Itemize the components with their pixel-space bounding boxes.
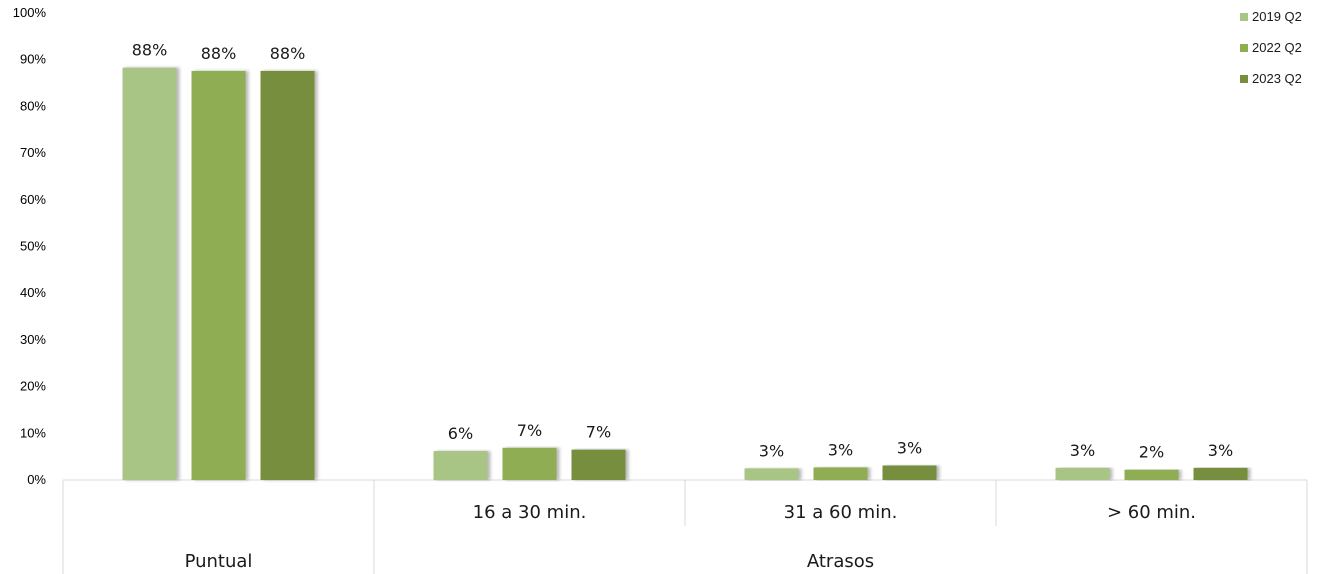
- data-label: 3%: [1208, 441, 1233, 460]
- data-label: 88%: [201, 44, 237, 63]
- bar-2019-q2: [122, 67, 177, 480]
- bar-2022-q2: [1124, 469, 1179, 480]
- data-label: 88%: [270, 44, 306, 63]
- category-label: 31 a 60 min.: [784, 502, 898, 523]
- bar-2023-q2: [260, 70, 315, 481]
- data-label: 7%: [586, 423, 611, 442]
- category-label: 16 a 30 min.: [473, 502, 587, 523]
- legend-swatch: [1240, 13, 1248, 21]
- y-tick-label: 30%: [20, 332, 46, 347]
- group-label: Puntual: [185, 551, 253, 572]
- legend-label: 2023 Q2: [1252, 71, 1302, 86]
- y-tick-label: 50%: [20, 239, 46, 254]
- bar-2019-q2: [744, 468, 799, 480]
- y-tick-label: 60%: [20, 192, 46, 207]
- group-label: Atrasos: [807, 551, 874, 572]
- bar-2019-q2: [1055, 467, 1110, 480]
- legend-label: 2022 Q2: [1252, 40, 1302, 55]
- data-label: 3%: [759, 441, 784, 460]
- bar-2023-q2: [1193, 467, 1248, 480]
- data-label: 3%: [897, 439, 922, 458]
- y-tick-label: 80%: [20, 98, 46, 113]
- data-label: 3%: [1070, 441, 1095, 460]
- data-label: 88%: [132, 41, 168, 60]
- category-label: > 60 min.: [1107, 502, 1196, 523]
- y-tick-label: 70%: [20, 145, 46, 160]
- y-tick-label: 10%: [20, 425, 46, 440]
- y-tick-label: 40%: [20, 285, 46, 300]
- y-tick-label: 90%: [20, 52, 46, 67]
- y-tick-label: 20%: [20, 379, 46, 394]
- bar-2022-q2: [502, 447, 557, 480]
- legend-swatch: [1240, 75, 1248, 83]
- bar-2019-q2: [433, 451, 488, 480]
- y-tick-label: 0%: [27, 472, 46, 487]
- y-tick-label: 100%: [13, 5, 47, 20]
- data-label: 3%: [828, 440, 853, 459]
- data-label: 6%: [448, 424, 473, 443]
- data-label: 2%: [1139, 443, 1164, 462]
- bar-2023-q2: [571, 449, 626, 480]
- bar-2023-q2: [882, 465, 937, 480]
- bar-2022-q2: [191, 70, 246, 481]
- data-label: 7%: [517, 421, 542, 440]
- bar-2022-q2: [813, 467, 868, 480]
- legend-label: 2019 Q2: [1252, 9, 1302, 24]
- legend-swatch: [1240, 44, 1248, 52]
